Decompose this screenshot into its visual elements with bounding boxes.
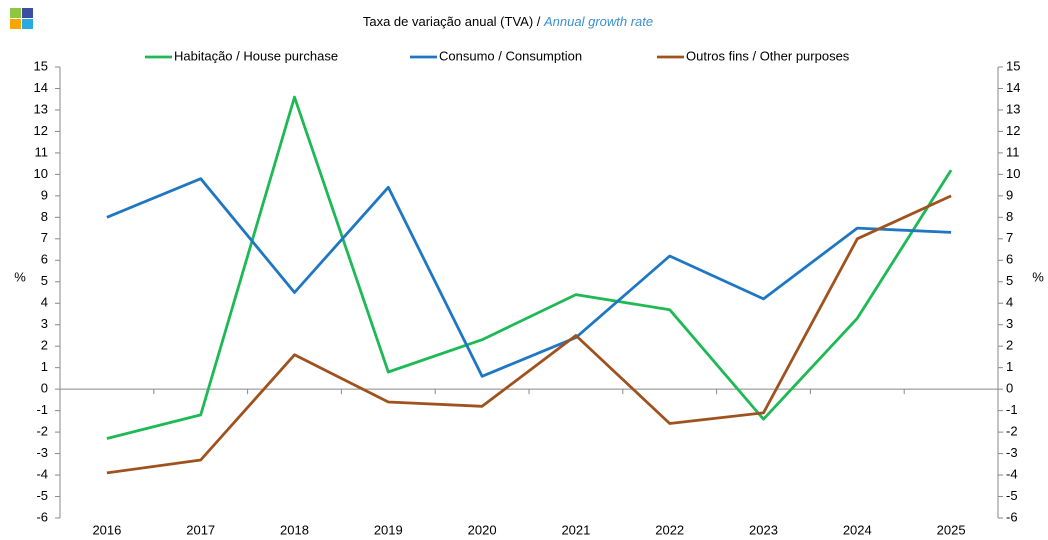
x-tick-label: 2021 [561, 522, 590, 537]
subtitle: Taxa de variação anual (TVA) / Annual gr… [363, 14, 653, 29]
y-tick-label: 7 [41, 230, 48, 245]
x-tick-label: 2025 [937, 522, 966, 537]
y-tick-label: -1 [36, 402, 48, 417]
y-tick-label: -6 [36, 509, 48, 524]
legend-label: Habitação / House purchase [174, 48, 338, 63]
y2-tick-label: -4 [1006, 466, 1018, 481]
legend-label: Consumo / Consumption [439, 48, 582, 63]
x-tick-label: 2017 [186, 522, 215, 537]
y-tick-label: 12 [34, 123, 48, 138]
y2-tick-label: -2 [1006, 424, 1018, 439]
x-tick-label: 2016 [92, 522, 121, 537]
y2-tick-label: -1 [1006, 402, 1018, 417]
y-tick-label: 14 [34, 80, 48, 95]
y2-tick-label: 6 [1006, 252, 1013, 267]
x-tick-label: 2018 [280, 522, 309, 537]
y2-tick-label: 3 [1006, 316, 1013, 331]
y-tick-label: 3 [41, 316, 48, 331]
y-tick-label: 5 [41, 273, 48, 288]
y-tick-label: 13 [34, 101, 48, 116]
logo [10, 8, 33, 29]
y-tick-label: -2 [36, 424, 48, 439]
series-line [106, 194, 952, 475]
y2-tick-label: 8 [1006, 209, 1013, 224]
y2-tick-label: 1 [1006, 359, 1013, 374]
y2-tick-label: 12 [1006, 123, 1020, 138]
x-tick-label: 2022 [655, 522, 684, 537]
y-tick-label: 1 [41, 359, 48, 374]
y2-tick-label: 13 [1006, 101, 1020, 116]
subtitle-pt: Taxa de variação anual (TVA) / [363, 14, 541, 29]
y-tick-label: -3 [36, 445, 48, 460]
y2-tick-label: -5 [1006, 488, 1018, 503]
y2-tick-label: 10 [1006, 166, 1020, 181]
y-tick-label: 8 [41, 209, 48, 224]
y2-tick-label: 2 [1006, 338, 1013, 353]
legend-label: Outros fins / Other purposes [686, 48, 850, 63]
y2-tick-label: 9 [1006, 187, 1013, 202]
y2-tick-label: 0 [1006, 381, 1013, 396]
subtitle-en: Annual growth rate [543, 14, 653, 29]
series-line [106, 177, 952, 378]
y2-tick-label: 5 [1006, 273, 1013, 288]
y-tick-label: 4 [41, 295, 48, 310]
x-tick-label: 2019 [374, 522, 403, 537]
y-axis-label: % [14, 269, 26, 284]
y-tick-label: 9 [41, 187, 48, 202]
y-tick-label: -4 [36, 466, 48, 481]
y2-axis-label: % [1032, 269, 1044, 284]
y2-tick-label: 14 [1006, 80, 1020, 95]
y-tick-label: -5 [36, 488, 48, 503]
y2-tick-label: 11 [1006, 144, 1020, 159]
y2-tick-label: -3 [1006, 445, 1018, 460]
y-tick-label: 10 [34, 166, 48, 181]
y2-tick-label: 15 [1006, 58, 1020, 73]
y-tick-label: 11 [35, 144, 49, 159]
y2-tick-label: 7 [1006, 230, 1013, 245]
x-tick-label: 2023 [749, 522, 778, 537]
y-tick-label: 6 [41, 252, 48, 267]
y-tick-label: 15 [34, 58, 48, 73]
y2-tick-label: -6 [1006, 509, 1018, 524]
x-tick-label: 2024 [843, 522, 872, 537]
y2-tick-label: 4 [1006, 295, 1013, 310]
y-tick-label: 2 [41, 338, 48, 353]
series-line [106, 95, 953, 440]
y-tick-label: 0 [41, 381, 48, 396]
x-tick-label: 2020 [468, 522, 497, 537]
